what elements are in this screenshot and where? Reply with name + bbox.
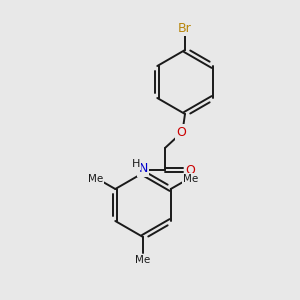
Text: N: N [138, 163, 148, 176]
Text: Me: Me [88, 174, 103, 184]
Text: Me: Me [135, 255, 151, 265]
Text: Me: Me [183, 174, 198, 184]
Text: O: O [176, 125, 186, 139]
Text: H: H [132, 159, 140, 169]
Text: O: O [185, 164, 195, 176]
Text: Br: Br [178, 22, 192, 34]
